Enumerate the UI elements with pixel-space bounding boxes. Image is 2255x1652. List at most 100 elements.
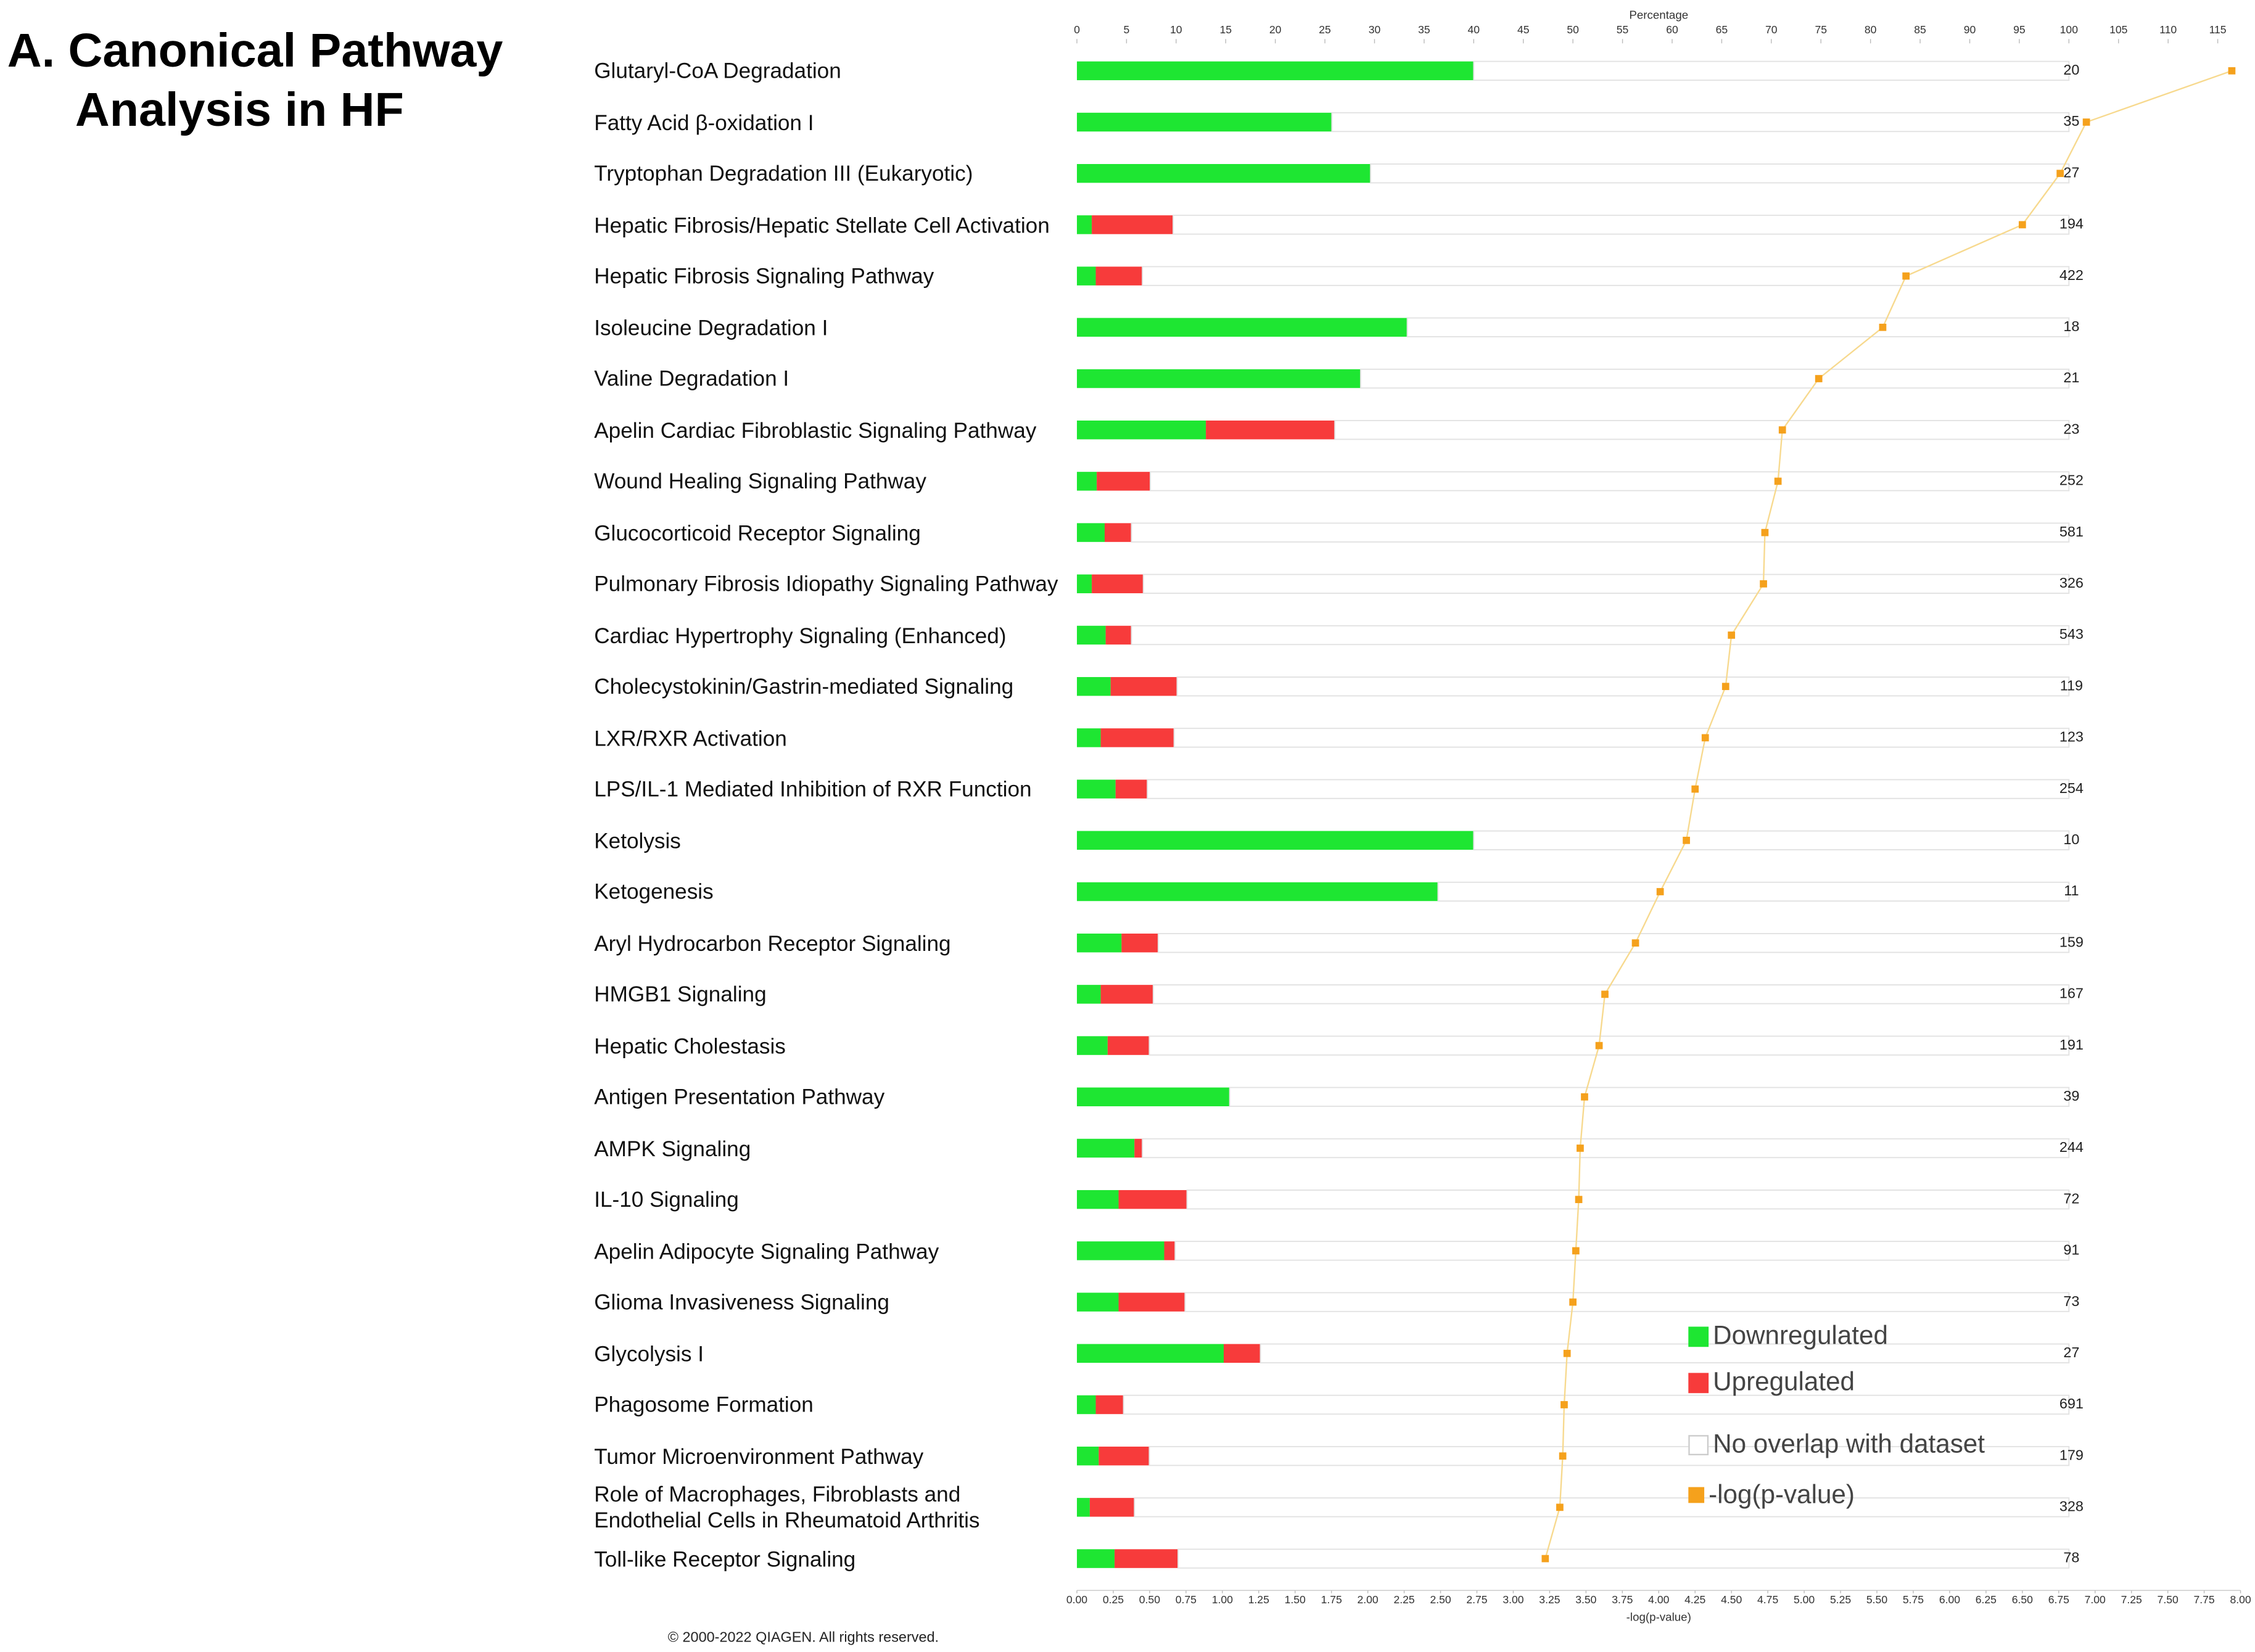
bar-segment — [1110, 676, 1177, 696]
bar-segment — [1076, 831, 1474, 850]
category-label: Tryptophan Degradation III (Eukaryotic) — [594, 162, 973, 187]
pvalue-marker — [2056, 170, 2064, 178]
x2-tick-label: 4.25 — [1684, 1593, 1705, 1606]
pvalue-marker — [2082, 118, 2090, 126]
x-tick-label: 15 — [1219, 23, 1232, 36]
x2-tick-label: 6.25 — [1976, 1593, 1997, 1606]
total-label: 191 — [2059, 1037, 2084, 1053]
total-label: 27 — [2063, 1344, 2079, 1360]
x-axis-title: Percentage — [1629, 9, 1688, 22]
x2-tick-label: 4.50 — [1721, 1593, 1742, 1606]
pvalue-marker — [1581, 1093, 1588, 1101]
bar-segment — [1147, 779, 2070, 799]
x2-tick-label: 5.25 — [1830, 1593, 1851, 1606]
legend-entry: Upregulated — [1688, 1367, 1855, 1397]
pvalue-marker — [1631, 939, 1639, 947]
x2-tick-label: 2.50 — [1430, 1593, 1451, 1606]
x-tick-label: 20 — [1269, 23, 1282, 36]
pvalue-marker — [1778, 426, 1786, 434]
pvalue-marker — [1575, 1196, 1583, 1204]
total-label: 35 — [2063, 113, 2079, 129]
bar-segment — [1184, 1292, 2070, 1312]
bar-segment — [1105, 625, 1132, 645]
category-label: Toll-like Receptor Signaling — [594, 1547, 856, 1572]
bar-segment — [1406, 317, 2070, 337]
x2-tick-label: 7.75 — [2194, 1593, 2215, 1606]
x2-tick-label: 3.25 — [1539, 1593, 1560, 1606]
pvalue-marker — [1691, 785, 1699, 793]
x2-tick-label: 1.75 — [1321, 1593, 1342, 1606]
bar-segment — [1360, 368, 2070, 389]
category-label: Glycolysis I — [594, 1342, 704, 1366]
bar-segment — [1076, 1087, 1230, 1107]
bar-segment — [1076, 728, 1101, 747]
bar-segment — [1095, 266, 1143, 286]
category-label: IL-10 Signaling — [594, 1188, 739, 1213]
x2-tick-label: 7.25 — [2121, 1593, 2142, 1606]
pvalue-marker — [1815, 375, 1823, 382]
x2-tick-label: 2.25 — [1393, 1593, 1414, 1606]
category-label: Isoleucine Degradation I — [594, 316, 828, 340]
pvalue-marker — [1541, 1555, 1549, 1563]
pvalue-marker — [1728, 631, 1736, 639]
total-label: 18 — [2063, 318, 2079, 334]
bar-segment — [1131, 522, 2070, 543]
bar-segment — [1076, 933, 1122, 953]
bar-segment — [1437, 881, 2070, 902]
bar-segment — [1105, 523, 1132, 542]
x-tick-label: 95 — [2013, 23, 2026, 36]
bar-segment — [1076, 1549, 1115, 1568]
total-label: 159 — [2059, 934, 2084, 950]
bar-segment — [1076, 574, 1092, 594]
x-tick-label: 70 — [1765, 23, 1778, 36]
x-tick-label: 80 — [1865, 23, 1877, 36]
category-label: Glucocorticoid Receptor Signaling — [594, 520, 921, 546]
x-tick-label: 115 — [2209, 23, 2227, 36]
bar-segment — [1123, 1394, 2070, 1415]
x-tick-label: 10 — [1170, 23, 1182, 36]
x-tick-label: 100 — [2060, 23, 2079, 36]
x-tick-label: 110 — [2159, 23, 2177, 36]
total-label: 167 — [2059, 985, 2084, 1001]
pvalue-marker — [1879, 323, 1887, 331]
x2-axis-title: -log(p-value) — [1626, 1611, 1691, 1624]
bar-segment — [1076, 266, 1096, 286]
bar-segment — [1148, 1035, 2070, 1056]
bar-segment — [1118, 1292, 1185, 1312]
bar-segment — [1134, 1497, 2070, 1518]
pvalue-marker — [1560, 1401, 1568, 1408]
x2-tick-label: 3.00 — [1503, 1593, 1523, 1606]
bar-segment — [1174, 1241, 2070, 1261]
pvalue-marker — [1577, 1144, 1584, 1152]
x2-tick-label: 2.00 — [1358, 1593, 1379, 1606]
category-label: Valine Degradation I — [594, 367, 789, 392]
category-label: Glioma Invasiveness Signaling — [594, 1290, 889, 1315]
bar-segment — [1076, 1036, 1108, 1055]
category-label: Pulmonary Fibrosis Idiopathy Signaling P… — [594, 572, 1058, 597]
x-tick-label: 30 — [1369, 23, 1381, 36]
total-label: 72 — [2063, 1190, 2079, 1206]
x2-tick-label: 0.25 — [1103, 1593, 1124, 1606]
x-tick-label: 65 — [1716, 23, 1728, 36]
x2-tick-label: 5.00 — [1794, 1593, 1815, 1606]
total-label: 10 — [2063, 831, 2079, 847]
legend-swatch — [1688, 1487, 1705, 1503]
legend-entry: No overlap with dataset — [1688, 1429, 1985, 1460]
bar-segment — [1148, 1445, 2070, 1466]
total-label: 254 — [2059, 780, 2084, 796]
bar-segment — [1206, 420, 1335, 440]
bar-segment — [1331, 112, 2070, 133]
total-label: 581 — [2059, 524, 2084, 540]
bar-segment — [1157, 933, 2070, 953]
total-label: 78 — [2063, 1550, 2079, 1566]
bar-segment — [1076, 676, 1111, 696]
legend-label: No overlap with dataset — [1713, 1429, 1985, 1458]
category-label: Cholecystokinin/Gastrin-mediated Signali… — [594, 675, 1014, 700]
bar-segment — [1099, 1446, 1150, 1466]
category-label: AMPK Signaling — [594, 1136, 751, 1162]
bar-segment — [1092, 574, 1144, 594]
bar-segment — [1076, 318, 1408, 337]
category-label: Hepatic Fibrosis Signaling Pathway — [594, 264, 934, 289]
total-label: 11 — [2064, 882, 2079, 898]
